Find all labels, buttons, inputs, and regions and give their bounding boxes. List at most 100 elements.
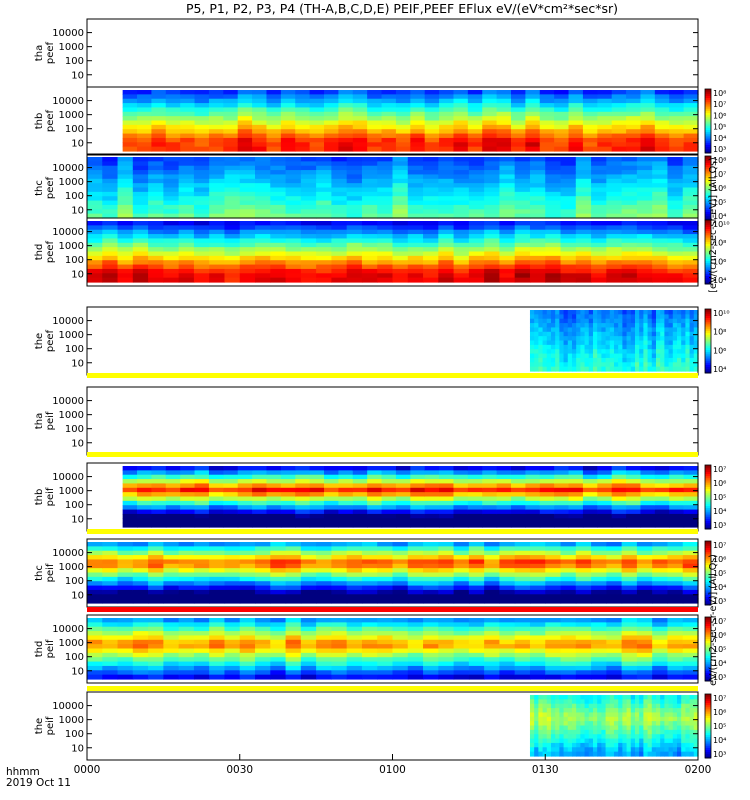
spectrogram-cell xyxy=(453,626,470,632)
spectrogram-cell xyxy=(453,479,469,485)
spectrogram-cell xyxy=(567,340,573,346)
spectrogram-cell xyxy=(597,362,602,368)
spectrogram-cell xyxy=(563,695,569,700)
spectrogram-cell xyxy=(529,204,546,210)
spectrogram-cell xyxy=(239,161,256,167)
spectrogram-cell xyxy=(664,331,670,337)
spectrogram-cell xyxy=(270,213,287,219)
spectrogram-cell xyxy=(270,626,287,632)
spectrogram-cell xyxy=(542,716,548,722)
spectrogram-cell xyxy=(568,133,584,139)
spectrogram-cell xyxy=(482,107,498,113)
colorbar-step xyxy=(705,275,711,279)
spectrogram-cell xyxy=(597,327,602,333)
spectrogram-cell xyxy=(591,221,607,226)
spectrogram-cell xyxy=(636,268,653,274)
spectrogram-cell xyxy=(255,618,271,623)
spectrogram-cell xyxy=(652,568,669,574)
spectrogram-cell xyxy=(529,357,535,363)
spectrogram-cell xyxy=(681,318,686,324)
colorbar-step xyxy=(705,150,711,154)
spectrogram-cell xyxy=(439,470,455,476)
spectrogram-cell xyxy=(672,357,678,363)
spectrogram-cell xyxy=(300,264,317,270)
spectrogram-cell xyxy=(647,340,653,346)
spectrogram-cell xyxy=(352,133,368,139)
spectrogram-cell xyxy=(270,273,287,279)
spectrogram-cell xyxy=(270,196,287,202)
spectrogram-cell xyxy=(300,542,317,547)
spectrogram-cell xyxy=(148,661,164,667)
spectrogram-cell xyxy=(669,483,685,489)
spectrogram-cell xyxy=(563,699,569,705)
spectrogram-cell xyxy=(367,492,383,498)
spectrogram-cell xyxy=(300,260,317,266)
spectrogram-cell xyxy=(580,362,586,368)
spectrogram-cell xyxy=(194,103,210,109)
spectrogram-cell xyxy=(605,725,611,731)
colorbar-step xyxy=(705,653,711,656)
colorbar-step xyxy=(705,551,711,555)
spectrogram-cell xyxy=(255,674,271,680)
spectrogram-cell xyxy=(685,747,691,753)
spectrogram-cell xyxy=(392,622,409,628)
colorbar-step xyxy=(705,520,711,524)
spectrogram-cell xyxy=(647,362,653,368)
spectrogram-cell xyxy=(148,563,164,569)
spectrogram-cell xyxy=(605,742,611,748)
colorbar-step xyxy=(705,162,711,166)
spectrogram-cell xyxy=(677,344,682,350)
spectrogram-cell xyxy=(316,661,333,667)
spectrogram-cell xyxy=(652,268,669,274)
spectrogram-cell xyxy=(693,703,699,709)
spectrogram-cell xyxy=(285,234,302,240)
spectrogram-cell xyxy=(338,487,354,493)
spectrogram-cell xyxy=(668,738,674,744)
spectrogram-cell xyxy=(392,178,409,184)
spectrogram-cell xyxy=(514,661,531,667)
spectrogram-cell xyxy=(606,639,623,645)
spectrogram-cell xyxy=(331,260,348,266)
colorbar-tick-label: 10⁸ xyxy=(713,156,726,165)
spectrogram-cell xyxy=(605,340,611,346)
spectrogram-cell xyxy=(529,644,546,650)
spectrogram-cell xyxy=(499,187,516,193)
spectrogram-cell xyxy=(300,229,317,235)
spectrogram-cell xyxy=(484,546,501,552)
spectrogram-cell xyxy=(295,492,311,498)
spectrogram-cell xyxy=(550,349,556,355)
spectrogram-cell xyxy=(550,357,556,363)
spectrogram-cell xyxy=(151,513,167,519)
spectrogram-cell xyxy=(654,509,670,515)
spectrogram-cell xyxy=(651,353,657,359)
spectrogram-cell xyxy=(117,598,134,604)
spectrogram-cell xyxy=(151,124,167,130)
spectrogram-cell xyxy=(87,581,103,587)
spectrogram-cell xyxy=(102,542,119,547)
spectrogram-cell xyxy=(560,631,577,637)
spectrogram-cell xyxy=(499,555,516,561)
spectrogram-cell xyxy=(511,496,526,502)
colorbar-step xyxy=(705,631,711,635)
spectrogram-cell xyxy=(392,234,409,240)
spectrogram-cell xyxy=(163,161,180,167)
spectrogram-cell xyxy=(324,120,339,126)
spectrogram-cell xyxy=(407,550,424,556)
spectrogram-cell xyxy=(584,695,590,700)
spectrogram-cell xyxy=(682,568,699,574)
spectrogram-cell xyxy=(667,183,684,189)
spectrogram-cell xyxy=(300,635,317,641)
spectrogram-cell xyxy=(209,563,226,569)
spectrogram-cell xyxy=(117,644,134,650)
spectrogram-cell xyxy=(550,695,556,700)
spectrogram-cell xyxy=(361,550,378,556)
spectrogram-cell xyxy=(453,98,469,104)
spectrogram-cell xyxy=(148,174,164,180)
spectrogram-cell xyxy=(193,576,210,582)
spectrogram-cell xyxy=(668,716,674,722)
colorbar-step xyxy=(705,118,711,122)
spectrogram-cell xyxy=(667,200,684,206)
spectrogram-cell xyxy=(591,183,607,189)
spectrogram-cell xyxy=(664,751,670,757)
spectrogram-cell xyxy=(609,742,615,748)
